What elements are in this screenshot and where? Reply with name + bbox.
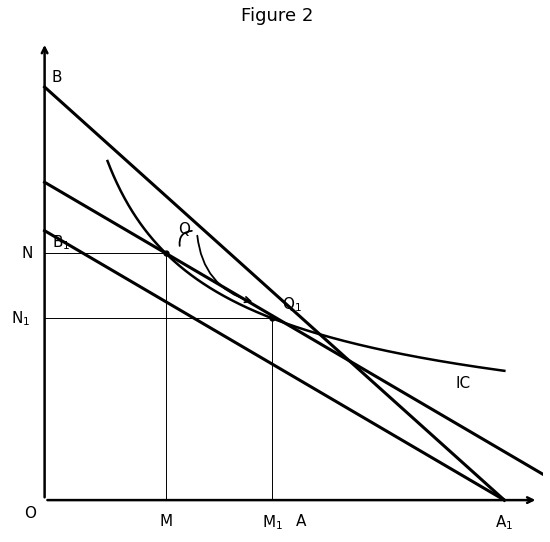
- Text: B: B: [52, 70, 62, 85]
- Text: M$_1$: M$_1$: [262, 514, 283, 532]
- Text: O: O: [24, 506, 36, 521]
- Title: Figure 2: Figure 2: [241, 7, 313, 25]
- Text: Q$_1$: Q$_1$: [282, 295, 301, 314]
- Text: A$_1$: A$_1$: [495, 514, 514, 532]
- Text: A: A: [296, 514, 306, 528]
- Text: Q: Q: [178, 222, 190, 237]
- Text: IC: IC: [456, 376, 471, 391]
- Text: N: N: [21, 246, 32, 261]
- Text: N$_1$: N$_1$: [11, 309, 30, 327]
- Text: B$_1$: B$_1$: [52, 233, 70, 251]
- Text: M: M: [159, 514, 172, 528]
